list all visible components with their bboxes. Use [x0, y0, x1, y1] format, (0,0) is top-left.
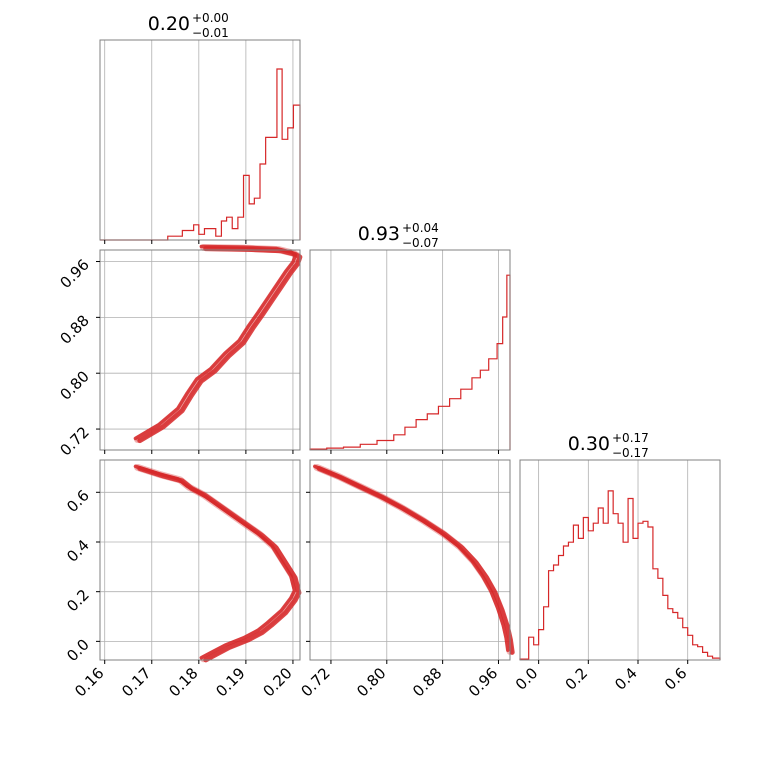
- panel-frame: [99, 459, 301, 661]
- x-tick-label: 0.96: [465, 664, 501, 700]
- panel-title-minus: −0.01: [192, 26, 229, 40]
- x-tick-label: 0.17: [118, 664, 154, 700]
- x-tick-label: 0.80: [353, 664, 389, 700]
- panel-title-minus: −0.17: [612, 446, 649, 460]
- y-tick-label: 0.4: [63, 536, 93, 566]
- panel-title-plus: +0.04: [402, 221, 439, 235]
- contour-line: [134, 463, 301, 663]
- panel-p21: 0.72 0.80 0.88 0.96: [297, 459, 515, 700]
- panel-title-minus: −0.07: [402, 236, 439, 250]
- contour-line: [137, 246, 303, 444]
- contour-line: [133, 244, 298, 441]
- histogram-step-line: [100, 68, 301, 241]
- sample-point: [135, 465, 140, 470]
- contour-line: [316, 466, 515, 655]
- panel-title-plus: +0.00: [192, 11, 229, 25]
- panel-p10: 0.72 0.80 0.88 0.96: [56, 244, 303, 460]
- x-tick-label: 0.19: [212, 664, 248, 700]
- x-tick-label: 0.6: [661, 664, 691, 694]
- contour-line: [133, 464, 297, 660]
- x-tick-label: 0.88: [409, 664, 445, 700]
- y-tick-label: 0.6: [63, 486, 93, 516]
- y-tick-label: 0.0: [63, 635, 93, 665]
- histogram-step-line: [309, 274, 511, 450]
- contour-line: [313, 464, 510, 652]
- y-tick-label: 0.2: [63, 586, 93, 616]
- x-tick-label: 0.72: [297, 664, 333, 700]
- panel-frame: [309, 459, 511, 661]
- panel-frame: [99, 249, 301, 451]
- x-tick-label: 0.16: [71, 664, 107, 700]
- contour-line: [313, 463, 514, 655]
- panel-p20: 0.16 0.17 0.18 0.19 0.20 0.0 0.2 0.4 0.6: [63, 459, 302, 700]
- panel-frame: [99, 39, 301, 241]
- histogram-step-line: [519, 490, 721, 660]
- x-tick-label: 0.4: [611, 664, 641, 694]
- panel-title-value: 0.20: [148, 13, 190, 35]
- panel-title-value: 0.30: [568, 433, 610, 455]
- panel-p0: 0.20 +0.00−0.01: [99, 11, 301, 244]
- y-tick-label: 0.80: [56, 367, 92, 403]
- contour-line: [134, 244, 302, 444]
- x-tick-label: 0.18: [165, 664, 201, 700]
- y-tick-label: 0.72: [56, 423, 92, 459]
- panel-title-value: 0.93: [358, 223, 400, 245]
- panel-p1: 0.93 +0.04−0.07: [309, 221, 511, 454]
- x-tick-label: 0.2: [562, 664, 592, 694]
- y-tick-label: 0.88: [56, 311, 92, 347]
- panel-frame: [309, 249, 511, 451]
- x-tick-label: 0.0: [512, 664, 542, 694]
- y-tick-label: 0.96: [56, 256, 92, 292]
- panel-p2: 0.30 +0.17−0.17 0.0 0.2 0.4 0.6: [512, 431, 721, 694]
- x-tick-label: 0.20: [259, 664, 295, 700]
- contour-line: [137, 466, 302, 663]
- panel-frame: [519, 459, 721, 661]
- panel-title-plus: +0.17: [612, 431, 649, 445]
- sample-point: [314, 465, 319, 470]
- sample-point: [135, 437, 140, 442]
